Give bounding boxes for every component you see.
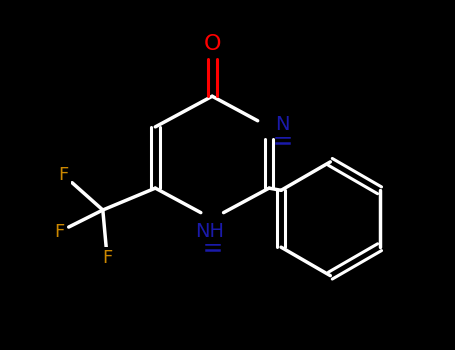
Text: F: F (58, 166, 69, 184)
Text: O: O (203, 34, 221, 54)
Text: NH: NH (196, 222, 224, 241)
Text: F: F (102, 249, 112, 267)
Text: F: F (54, 223, 64, 241)
Text: N: N (275, 115, 289, 134)
